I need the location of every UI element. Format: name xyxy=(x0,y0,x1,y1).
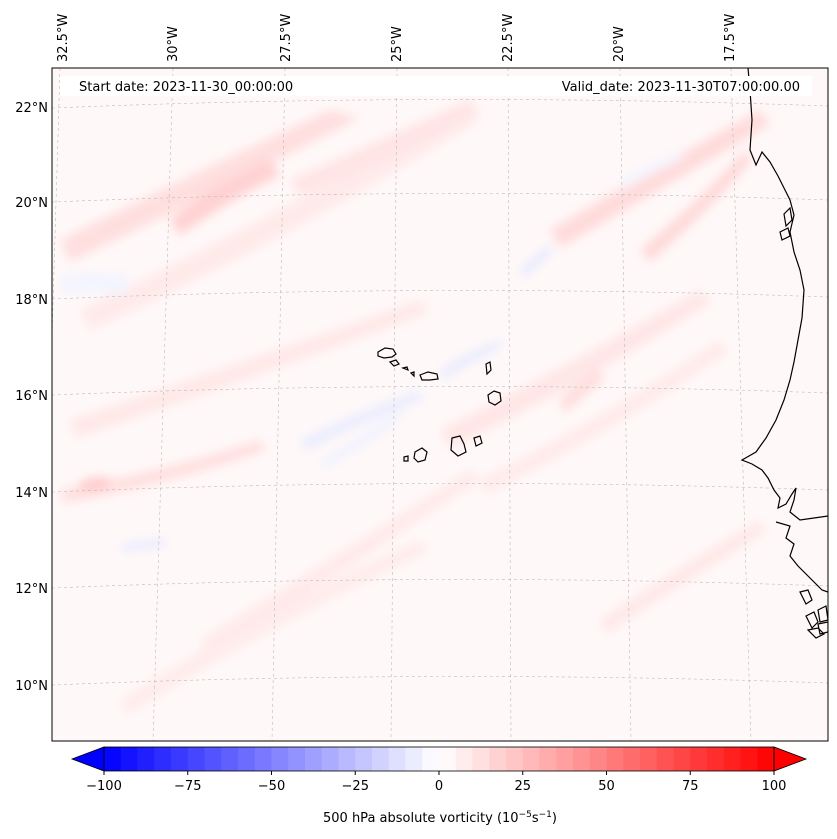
colorbar-cell xyxy=(556,747,574,771)
lat-label: 10°N xyxy=(15,679,48,694)
island-boa-vista xyxy=(487,390,502,406)
colorbar-cell xyxy=(673,747,691,771)
colorbar-cell xyxy=(656,747,674,771)
colorbar-cell xyxy=(288,747,306,771)
colorbar-cell xyxy=(740,747,758,771)
colorbar-cell xyxy=(137,747,155,771)
colorbar-cell xyxy=(422,747,440,771)
colorbar-tick-label: −50 xyxy=(258,779,285,794)
header-strip xyxy=(60,76,812,96)
colorbar-cell xyxy=(355,747,373,771)
colorbar-cell xyxy=(171,747,189,771)
colorbar-cell xyxy=(204,747,222,771)
colorbar-cell xyxy=(573,747,591,771)
colorbar-tick-label: −75 xyxy=(174,779,201,794)
colorbar-cell xyxy=(254,747,272,771)
colorbar-tick-label: 75 xyxy=(682,779,699,794)
latitude-labels: 22°N 20°N 18°N 16°N 14°N 12°N 10°N xyxy=(15,101,48,694)
colorbar-cell xyxy=(338,747,356,771)
colorbar-cell xyxy=(439,747,457,771)
african-coastline xyxy=(740,68,828,639)
colorbar-cell xyxy=(623,747,641,771)
colorbar-cell xyxy=(187,747,205,771)
colorbar-cell xyxy=(489,747,507,771)
island-sal xyxy=(485,361,492,376)
lat-label: 12°N xyxy=(15,582,48,597)
colorbar-cell xyxy=(372,747,390,771)
map-background xyxy=(52,68,828,741)
colorbar-cell xyxy=(271,747,289,771)
island-brava xyxy=(403,455,409,462)
colorbar-cell xyxy=(221,747,239,771)
colorbar-cell xyxy=(455,747,473,771)
vorticity-field xyxy=(60,100,770,714)
map-frame xyxy=(51,67,829,742)
colorbar-cells xyxy=(104,747,775,771)
colorbar-cell xyxy=(606,747,624,771)
colorbar-cell xyxy=(472,747,490,771)
colorbar-cell xyxy=(321,747,339,771)
lon-label: 32.5°W xyxy=(56,14,71,62)
colorbar-tick-label: 25 xyxy=(514,779,531,794)
lat-label: 18°N xyxy=(15,293,48,308)
lat-label: 14°N xyxy=(15,486,48,501)
colorbar-cell xyxy=(539,747,557,771)
colorbar-cell xyxy=(120,747,138,771)
colorbar-min-extend xyxy=(70,746,105,772)
longitude-labels: 32.5°W 30°W 27.5°W 25°W 22.5°W 20°W 17.5… xyxy=(56,14,738,62)
colorbar-ticks: −100 −75 −50 −25 0 25 50 75 100 xyxy=(86,771,786,794)
colorbar: −100 −75 −50 −25 0 25 50 75 100 500 hPa absolute… xyxy=(70,746,808,826)
colorbar-cell xyxy=(522,747,540,771)
lon-label: 17.5°W xyxy=(723,14,738,62)
island-maio xyxy=(473,435,483,447)
colorbar-cell xyxy=(723,747,741,771)
valid-date-label: Valid_date: 2023-11-30T07:00:00.00 xyxy=(562,80,800,95)
gridlines xyxy=(52,68,828,741)
colorbar-cell xyxy=(506,747,524,771)
cape-verde-islands xyxy=(377,347,502,463)
island-fogo xyxy=(413,447,428,463)
colorbar-cell xyxy=(238,747,256,771)
colorbar-cell xyxy=(154,747,172,771)
colorbar-tick-label: 0 xyxy=(435,779,443,794)
island-islets xyxy=(409,371,415,378)
colorbar-cell xyxy=(104,747,122,771)
colorbar-cell xyxy=(690,747,708,771)
colorbar-cell xyxy=(757,747,775,771)
colorbar-cell xyxy=(640,747,658,771)
colorbar-max-extend xyxy=(773,746,808,772)
colorbar-tick-label: 100 xyxy=(762,779,787,794)
colorbar-cell xyxy=(388,747,406,771)
lat-label: 22°N xyxy=(15,101,48,116)
colorbar-cell xyxy=(589,747,607,771)
island-sao-nicolau xyxy=(419,371,439,381)
lon-label: 20°W xyxy=(612,26,627,62)
lon-label: 30°W xyxy=(166,26,181,62)
island-santiago xyxy=(450,435,467,457)
colorbar-cell xyxy=(305,747,323,771)
island-sao-vicente xyxy=(388,359,400,367)
lon-label: 27.5°W xyxy=(279,14,294,62)
lat-label: 20°N xyxy=(15,196,48,211)
lat-label: 16°N xyxy=(15,389,48,404)
start-date-label: Start date: 2023-11-30_00:00:00 xyxy=(79,80,293,95)
colorbar-tick-label: 50 xyxy=(598,779,615,794)
colorbar-cell xyxy=(405,747,423,771)
colorbar-label: 500 hPa absolute vorticity (10−5s−1) xyxy=(323,810,557,826)
island-santo-antao xyxy=(377,347,397,359)
island-santa-luzia xyxy=(401,366,409,372)
colorbar-tick-label: −25 xyxy=(342,779,369,794)
lon-label: 25°W xyxy=(390,26,405,62)
colorbar-cell xyxy=(707,747,725,771)
lon-label: 22.5°W xyxy=(501,14,516,62)
colorbar-tick-label: −100 xyxy=(86,779,122,794)
